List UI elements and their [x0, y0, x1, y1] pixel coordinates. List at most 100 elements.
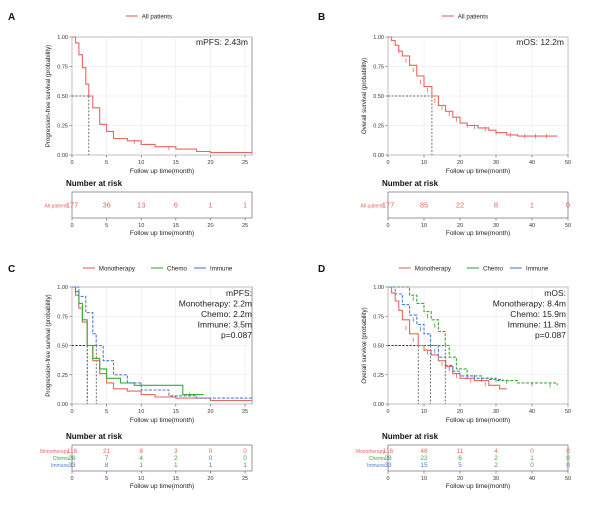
x-tick-label: 0 [70, 223, 73, 229]
legend-label: Monotherapy [415, 266, 452, 273]
x-axis-label: Follow up time(month) [130, 417, 194, 424]
x-tick-label: 50 [565, 476, 571, 482]
y-tick-label: 0.25 [373, 373, 384, 379]
annotation-line: mOS: [544, 288, 566, 298]
risk-row-label: Chemo [53, 456, 69, 462]
y-tick-label: 0.00 [373, 402, 384, 408]
x-tick-label: 25 [242, 160, 248, 166]
y-tick-label: 0.00 [57, 153, 68, 159]
risk-value: 0 [566, 448, 570, 455]
panel-D: D Monotherapy Chemo Immune0.000.250.500.751… [318, 264, 571, 490]
x-axis-label: Follow up time(month) [446, 483, 510, 490]
x-tick-label: 30 [493, 409, 499, 415]
risk-value: 36 [102, 201, 110, 210]
x-tick-label: 0 [70, 476, 73, 482]
legend-label: Immune [526, 266, 549, 273]
y-axis-label: Overall survival (probability) [361, 58, 368, 134]
y-tick-label: 0.50 [373, 94, 384, 100]
risk-row-label: All patients [45, 204, 70, 210]
x-axis-label: Follow up time(month) [130, 483, 194, 490]
x-tick-label: 30 [493, 160, 499, 166]
y-tick-label: 0.50 [57, 94, 68, 100]
annotation-line: Chemo: 15.9m [510, 309, 566, 319]
y-axis-label: Progression-free survival (probability) [45, 45, 52, 147]
x-tick-label: 20 [207, 476, 213, 482]
risk-value: 1 [139, 462, 143, 469]
survival-curve-red [388, 36, 558, 137]
x-tick-label: 10 [138, 223, 144, 229]
y-tick-label: 1.00 [57, 285, 68, 291]
x-axis-label: Follow up time(month) [130, 168, 194, 175]
risk-value: 116 [67, 448, 78, 455]
annotation-line: Immune: 11.8m [508, 320, 566, 330]
x-tick-label: 15 [173, 409, 179, 415]
x-tick-label: 15 [173, 476, 179, 482]
legend-label: Monotherapy [99, 266, 136, 273]
risk-value: 116 [383, 448, 394, 455]
risk-value: 0 [209, 448, 213, 455]
risk-value: 21 [103, 448, 111, 455]
risk-value: 0 [209, 455, 213, 462]
risk-table-frame [387, 444, 569, 472]
risk-value: 8 [139, 448, 143, 455]
x-tick-label: 0 [386, 160, 389, 166]
x-tick-label: 40 [529, 223, 535, 229]
x-tick-label: 20 [207, 409, 213, 415]
annotation-line: Monotherapy: 2.2m [179, 299, 252, 309]
x-tick-label: 50 [565, 223, 571, 229]
annotation-line: p=0.087 [221, 330, 252, 340]
x-tick-label: 25 [242, 223, 248, 229]
legend-label: All patients [458, 14, 488, 21]
x-tick-label: 10 [138, 476, 144, 482]
x-tick-label: 40 [529, 476, 535, 482]
risk-table-frame [71, 191, 253, 219]
risk-value: 1 [209, 462, 213, 469]
y-tick-label: 1.00 [373, 35, 384, 41]
x-tick-label: 50 [565, 409, 571, 415]
survival-curve-blue [388, 286, 504, 380]
x-axis-label: Follow up time(month) [130, 230, 194, 237]
risk-value: 8 [494, 201, 498, 210]
risk-value: 22 [456, 201, 464, 210]
panel-label: D [318, 264, 325, 275]
risk-table-title: Number at risk [66, 432, 123, 441]
y-axis-label: Progression-free survival (probability) [45, 294, 52, 396]
legend-label: Chemo [167, 266, 188, 273]
legend-label: All patients [142, 14, 172, 21]
annotation-line: Chemo: 2.2m [201, 309, 252, 319]
risk-value: 0 [566, 201, 570, 210]
y-tick-label: 0.25 [57, 124, 68, 130]
x-axis-label: Follow up time(month) [446, 168, 510, 175]
x-tick-label: 20 [457, 409, 463, 415]
risk-value: 22 [420, 455, 428, 462]
risk-value: 177 [382, 201, 395, 210]
x-tick-label: 25 [242, 476, 248, 482]
x-tick-label: 0 [386, 476, 389, 482]
risk-value: 2 [494, 462, 498, 469]
risk-value: 1 [243, 201, 247, 210]
risk-row-label: Chemo [369, 456, 385, 462]
risk-value: 33 [384, 462, 392, 469]
legend: Monotherapy Chemo Immune [398, 266, 549, 273]
x-tick-label: 20 [207, 223, 213, 229]
risk-table-title: Number at risk [66, 179, 123, 188]
x-tick-label: 5 [105, 223, 108, 229]
x-tick-label: 40 [529, 160, 535, 166]
x-tick-label: 5 [105, 160, 108, 166]
panel-label: C [8, 264, 15, 275]
risk-row-label: Monotherapy [356, 449, 386, 455]
y-tick-label: 0.25 [57, 373, 68, 379]
risk-value: 6 [458, 455, 462, 462]
risk-value: 3 [174, 448, 178, 455]
x-tick-label: 20 [207, 160, 213, 166]
risk-value: 28 [384, 455, 392, 462]
risk-value: 0 [243, 455, 247, 462]
x-tick-label: 0 [70, 160, 73, 166]
y-tick-label: 0.50 [373, 344, 384, 350]
x-tick-label: 10 [421, 476, 427, 482]
risk-value: 48 [420, 448, 428, 455]
